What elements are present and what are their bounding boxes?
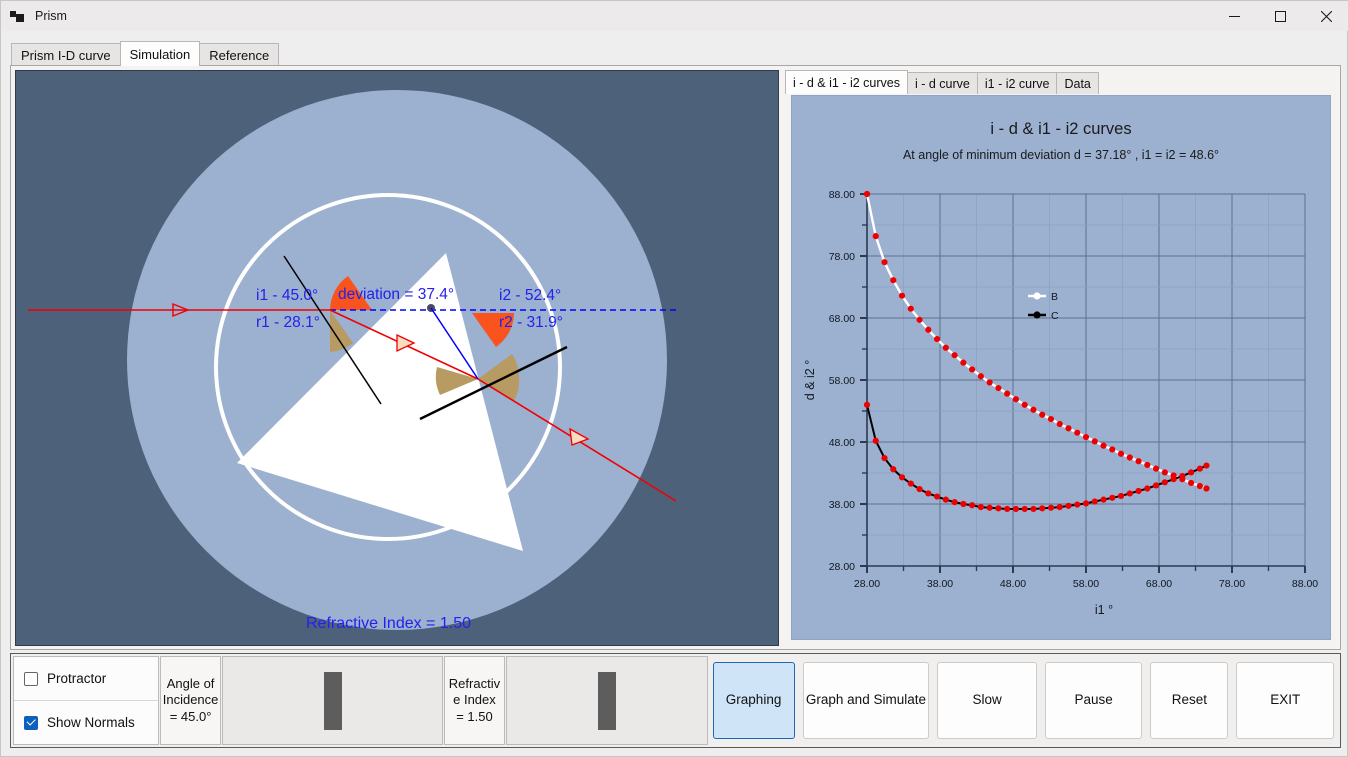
checkbox-row-protractor[interactable]: Protractor [14, 657, 158, 700]
angle-of-incidence-label: Angle of Incidence = 45.0° [160, 656, 221, 745]
control-bar: Protractor Show Normals Angle of Inciden… [10, 653, 1341, 748]
deviation-line [430, 307, 479, 380]
maximize-icon[interactable] [1257, 1, 1303, 31]
chart-series-line-C [866, 404, 1207, 510]
graph-tab-strip: i - d & i1 - i2 curves i - d curve i1 - … [785, 70, 1337, 94]
pause-button[interactable]: Pause [1044, 662, 1143, 739]
refractive-index-line-2: e Index [453, 692, 496, 708]
checkbox-row-show-normals[interactable]: Show Normals [14, 700, 159, 744]
incident-ray-arrow [172, 302, 190, 318]
graph-tab-data[interactable]: Data [1056, 72, 1099, 94]
graph-tab-combined[interactable]: i - d & i1 - i2 curves [785, 70, 908, 94]
refractive-index-slider[interactable] [505, 656, 708, 745]
chart-y-tick-label: 28.00 [829, 561, 855, 573]
svg-text:B: B [1051, 291, 1058, 303]
close-icon[interactable] [1303, 1, 1348, 31]
label-r2: r2 - 31.9° [499, 314, 563, 331]
protractor-circle-outline [214, 193, 562, 541]
label-deviation: deviation = 37.4° [338, 286, 454, 303]
svg-text:C: C [1051, 310, 1059, 322]
chart-title: i - d & i1 - i2 curves [990, 120, 1131, 138]
angle-exit-wedge-inner [435, 367, 478, 395]
chart-x-tick-label: 88.00 [1292, 578, 1318, 590]
checkbox-group: Protractor Show Normals [13, 656, 160, 745]
refractive-index-slider-thumb[interactable] [597, 671, 616, 730]
show-normals-label: Show Normals [47, 715, 135, 730]
chart-subtitle: At angle of minimum deviation d = 37.18°… [903, 148, 1219, 162]
chart-y-tick-label: 38.00 [829, 499, 855, 511]
reset-button[interactable]: Reset [1150, 662, 1229, 739]
exit-button[interactable]: EXIT [1236, 662, 1334, 739]
refracted-ray-arrow [396, 333, 416, 353]
graph-tab-i-d-curve[interactable]: i - d curve [906, 72, 978, 94]
protractor-checkbox[interactable] [24, 671, 38, 686]
chart-series-markers-C [863, 401, 1210, 513]
window-controls [1211, 1, 1348, 31]
chart-legend-item-B: B [1028, 291, 1058, 303]
chart-x-tick-label: 48.00 [1000, 578, 1026, 590]
graph-and-simulate-button[interactable]: Graph and Simulate [802, 662, 930, 739]
chart-x-axis-label: i1 ° [1095, 603, 1113, 617]
title-bar: Prism [1, 1, 1348, 31]
graphing-button[interactable]: Graphing [712, 662, 795, 739]
chart-svg: i - d & i1 - i2 curves At angle of minimu… [803, 120, 1318, 617]
normal-exit [419, 345, 568, 421]
angle-of-incidence-line-3: = 45.0° [169, 708, 212, 724]
chart-series-line-B [865, 193, 1207, 490]
refractive-index-line-1: Refractiv [448, 676, 501, 692]
slow-button[interactable]: Slow [937, 662, 1037, 739]
chart-gridlines [866, 193, 1306, 567]
chart-x-tick-label: 78.00 [1219, 578, 1245, 590]
label-r1: r1 - 28.1° [256, 314, 320, 331]
angle-exit-wedge-upper [478, 354, 520, 379]
chart-y-tick-label: 68.00 [829, 313, 855, 325]
label-refractive-index: Refractive Index = 1.50 [306, 615, 471, 632]
angle-of-incidence-slider[interactable] [221, 656, 444, 745]
minimize-icon[interactable] [1211, 1, 1257, 31]
graph-tab-i1-i2-curve[interactable]: i1 - i2 curve [976, 72, 1058, 94]
chart-panel[interactable]: i - d & i1 - i2 curves At angle of minimu… [791, 95, 1331, 640]
tab-reference[interactable]: Reference [199, 43, 280, 66]
angle-of-incidence-slider-thumb[interactable] [323, 671, 342, 730]
angle-refraction-wedge-left [330, 310, 353, 352]
chart-y-tick-label: 78.00 [829, 251, 855, 263]
normal-entry [283, 255, 382, 405]
simulation-canvas[interactable]: i1 - 45.0° r1 - 28.1° deviation = 37.4° … [15, 70, 779, 646]
protractor-label: Protractor [47, 671, 107, 686]
chart-y-tick-label: 88.00 [829, 189, 855, 201]
simulation-drawing: i1 - 45.0° r1 - 28.1° deviation = 37.4° … [28, 90, 677, 632]
chart-x-tick-label: 38.00 [927, 578, 953, 590]
label-i1: i1 - 45.0° [256, 287, 318, 304]
chart-x-tick-label: 68.00 [1146, 578, 1172, 590]
angle-incidence-wedge-left [330, 276, 372, 310]
emergent-ray-arrow [569, 427, 590, 446]
graph-area: i - d & i1 - i2 curves i - d curve i1 - … [785, 70, 1337, 646]
chart-x-tick-label: 58.00 [1073, 578, 1099, 590]
label-i2: i2 - 52.4° [499, 287, 561, 304]
angle-deviation-wedge [472, 313, 514, 347]
angle-of-incidence-line-1: Angle of [166, 676, 215, 692]
window-title: Prism [35, 9, 67, 23]
angle-of-incidence-line-2: Incidence [162, 692, 219, 708]
title-bar-left: Prism [1, 9, 67, 23]
show-normals-checkbox[interactable] [24, 715, 38, 730]
main-tab-strip: Prism I-D curve Simulation Reference [11, 41, 280, 66]
chart-y-axis-label: d & i2 ° [803, 360, 817, 400]
chart-y-tick-label: 58.00 [829, 375, 855, 387]
content-frame: i1 - 45.0° r1 - 28.1° deviation = 37.4° … [10, 65, 1341, 650]
refractive-index-label: Refractiv e Index = 1.50 [444, 656, 505, 745]
chart-y-tick-label: 48.00 [829, 437, 855, 449]
app-squares-icon [10, 9, 26, 23]
tab-simulation[interactable]: Simulation [119, 41, 201, 66]
chart-legend-item-C: C [1028, 310, 1059, 322]
chart-x-tick-label: 28.00 [854, 578, 880, 590]
refractive-index-line-3: = 1.50 [456, 708, 493, 724]
chart-series-markers-B [863, 190, 1210, 492]
tab-prism-i-d-curve[interactable]: Prism I-D curve [11, 43, 121, 66]
